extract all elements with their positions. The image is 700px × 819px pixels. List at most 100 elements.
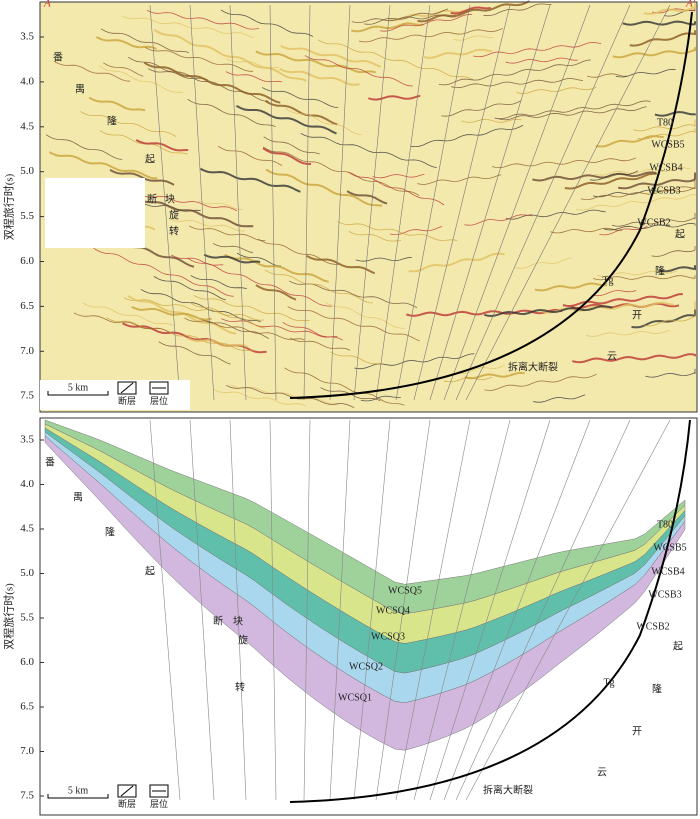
reflector (368, 94, 421, 101)
detachment-fault (289, 419, 691, 803)
reflector (562, 293, 683, 308)
section-marker: A' (685, 0, 696, 10)
scale-label: 5 km (68, 785, 89, 796)
fault-line (413, 4, 511, 401)
y-tick-label: 7.5 (20, 390, 34, 402)
reflector (225, 384, 355, 408)
reflector (212, 243, 254, 254)
annotation: 断 (147, 192, 157, 205)
y-tick-label: 6.0 (20, 656, 34, 668)
annotation: 番 (45, 456, 55, 468)
annotation: 转 (169, 224, 179, 237)
reflector (153, 275, 226, 301)
reflector (622, 20, 696, 26)
reflector (304, 55, 413, 87)
reflector (441, 100, 522, 117)
fault-line (465, 419, 671, 801)
y-tick-label: 5.0 (20, 567, 34, 579)
fault-line (375, 419, 431, 801)
reflector (282, 322, 343, 341)
reflector (633, 119, 696, 132)
legend-icon (120, 785, 134, 797)
reflector (643, 301, 696, 327)
fault-line (303, 4, 311, 401)
legend-icon (149, 784, 169, 798)
reflector (100, 28, 190, 53)
y-tick-label: 5.0 (20, 165, 34, 177)
reflector (203, 253, 261, 264)
fault-line (429, 4, 551, 401)
fault-line (149, 419, 181, 801)
y-tick-label: 7.0 (20, 745, 34, 757)
annotation: 起 (675, 228, 685, 240)
reflector (103, 62, 144, 77)
annotation: WCSQ5 (388, 585, 422, 596)
reflector (255, 284, 297, 301)
reflector (450, 6, 491, 15)
reflector (95, 36, 157, 50)
reflector (592, 275, 696, 281)
reflector (193, 295, 310, 322)
reflector (153, 28, 307, 82)
reflector (140, 288, 261, 323)
legend-icon (117, 381, 137, 395)
reflector (258, 238, 339, 265)
reflector (88, 96, 146, 112)
reflector (408, 252, 505, 273)
reflector (351, 14, 456, 24)
reflector (612, 212, 696, 227)
annotation: 断 (213, 614, 223, 627)
reflector (265, 168, 383, 207)
reflector (135, 139, 189, 152)
reflector (450, 77, 584, 89)
reflector (658, 265, 696, 273)
reflector (221, 318, 338, 338)
annotation: WCSB3 (648, 589, 681, 600)
panel-frame (39, 1, 698, 413)
reflector (483, 3, 552, 17)
fault-line (329, 4, 351, 401)
annotation: 隆 (105, 525, 115, 538)
legend-label: 断层 (118, 798, 136, 809)
annotation: 拆离大断裂 (483, 783, 533, 796)
reflector (53, 60, 131, 82)
annotation: 番 (53, 51, 63, 63)
reflector (417, 0, 530, 23)
y-tick-label: 4.5 (20, 523, 34, 535)
annotation: WCSB2 (636, 621, 669, 632)
reflector (406, 308, 563, 317)
scale-label: 5 km (68, 382, 89, 393)
reflector (317, 39, 475, 81)
annotation: WCSB5 (653, 542, 686, 553)
seismic-background (40, 2, 697, 412)
annotation: 禺 (75, 83, 85, 95)
y-tick-label: 4.0 (20, 478, 34, 490)
reflector (348, 231, 402, 242)
fault-line (269, 4, 277, 401)
annotation: WCSB4 (651, 566, 684, 577)
y-axis-label: 双程旅行时(s) (2, 173, 16, 240)
reflector (93, 247, 234, 297)
reflector (593, 189, 662, 198)
y-tick-label: 6.0 (20, 255, 34, 267)
y-tick-label: 6.5 (20, 701, 34, 713)
reflector (324, 301, 405, 329)
legend-icon (149, 381, 169, 395)
reflector (572, 353, 696, 364)
annotation: 开 (632, 726, 642, 737)
reflector (189, 301, 266, 329)
annotation: Tg (603, 677, 614, 688)
reflector (484, 373, 597, 391)
reflector (136, 197, 254, 228)
reflector (358, 28, 504, 43)
reflector (534, 282, 607, 292)
reflector (355, 257, 412, 262)
legend-label: 层位 (150, 798, 168, 809)
reflector (144, 47, 254, 72)
legend-label: 层位 (150, 395, 168, 406)
reflector (262, 147, 312, 166)
reflector (187, 98, 276, 127)
reflector (615, 68, 676, 78)
reflector (360, 395, 401, 402)
